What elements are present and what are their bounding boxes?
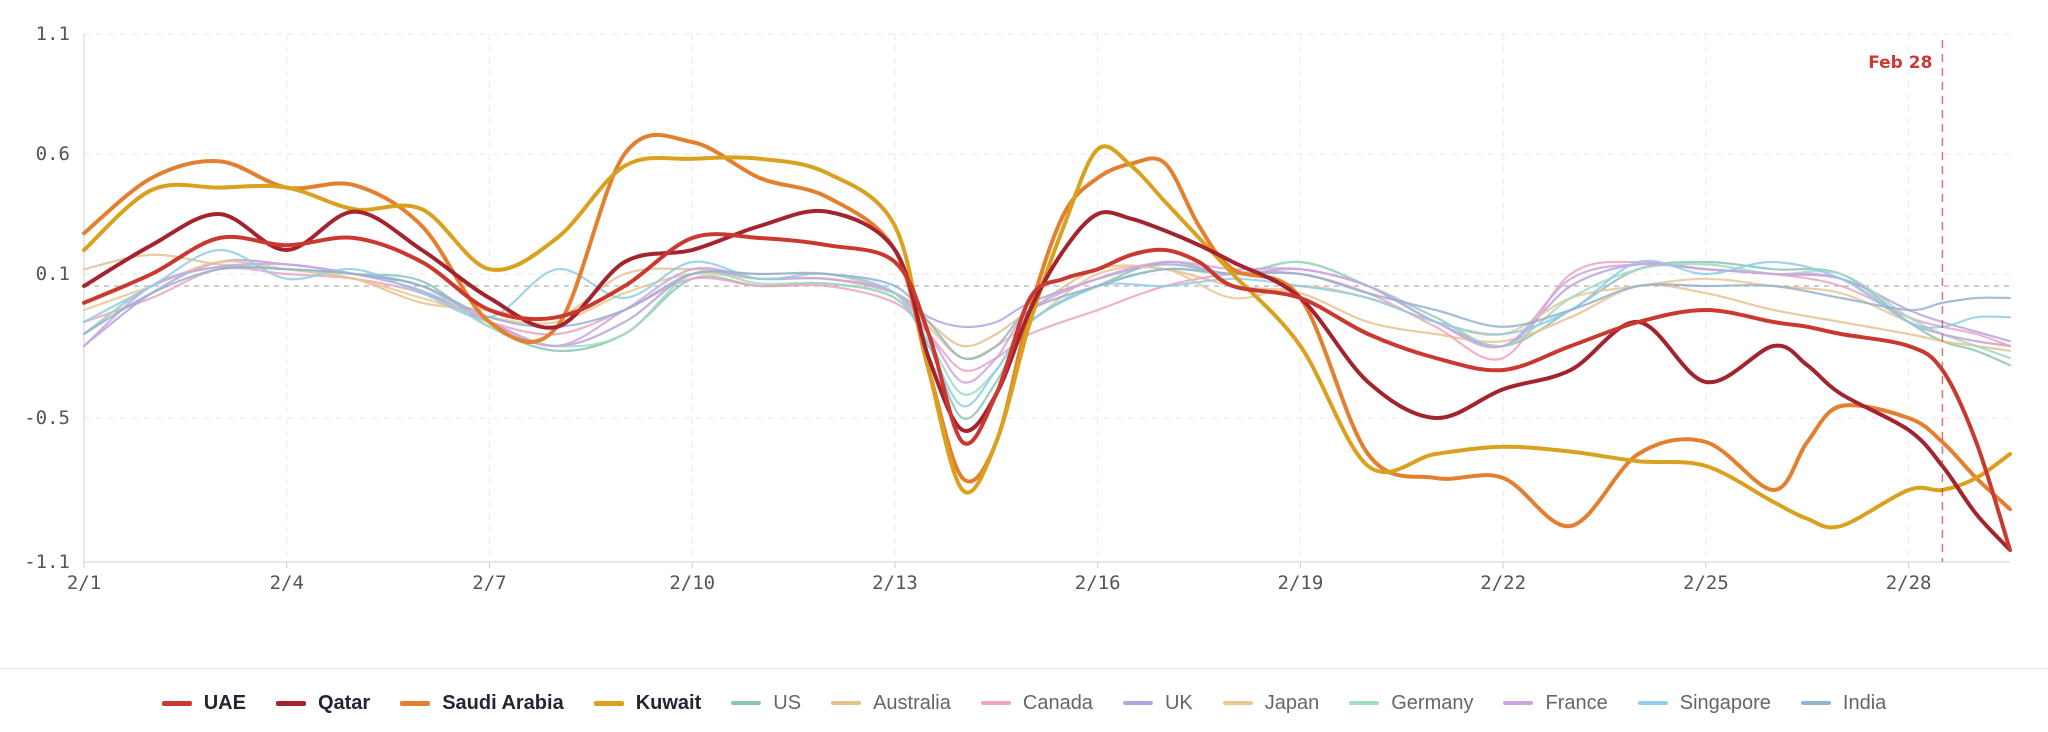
legend-label: UAE — [203, 691, 246, 714]
annotation-label: Feb 28 — [1868, 53, 1932, 73]
legend-item-australia[interactable]: Australia — [831, 692, 951, 715]
x-tick-label: 2/19 — [1278, 572, 1324, 594]
series-line-kuwait — [82, 144, 2012, 530]
legend-label: Japan — [1264, 691, 1320, 714]
x-tick-label: 2/13 — [872, 572, 918, 594]
legend-swatch — [831, 701, 862, 705]
x-tick-label: 2/7 — [472, 572, 506, 594]
legend-label: Australia — [873, 691, 951, 714]
legend-label: UK — [1164, 691, 1193, 714]
chart-legend: UAE Qatar Saudi Arabia Kuwait US Australia Can… — [0, 688, 2048, 718]
legend-divider — [0, 668, 2048, 669]
y-tick-label: 0.6 — [36, 143, 70, 165]
legend-item-uk[interactable]: UK — [1122, 691, 1193, 715]
legend-swatch — [593, 700, 624, 706]
y-tick-label: 1.1 — [36, 23, 70, 45]
y-tick-label: 0.1 — [36, 263, 70, 285]
y-tick-label: -0.5 — [24, 407, 70, 429]
legend-swatch — [1349, 701, 1380, 705]
legend-label: Canada — [1022, 691, 1093, 714]
axis-layer: 1.1 0.6 0.1 -0.5 -1.12/1 2/4 2/7 2/10 2/13 2/16 2/… — [24, 23, 2010, 594]
x-tick-label: 2/28 — [1886, 572, 1932, 594]
x-tick-label: 2/1 — [67, 572, 101, 594]
legend-label: Germany — [1391, 691, 1474, 714]
x-tick-label: 2/25 — [1683, 572, 1729, 594]
legend-label: US — [773, 691, 802, 714]
legend-item-japan[interactable]: Japan — [1222, 691, 1320, 715]
legend-item-france[interactable]: France — [1503, 691, 1608, 715]
legend-item-germany[interactable]: Germany — [1349, 692, 1473, 715]
annotation-layer: Feb 28 — [1868, 40, 1944, 562]
legend-swatch — [980, 701, 1011, 705]
x-tick-label: 2/16 — [1075, 572, 1121, 594]
legend-label: Saudi Arabia — [442, 691, 564, 714]
series-layer — [82, 132, 2012, 552]
legend-label: France — [1545, 691, 1608, 714]
series-line-saudi-arabia — [82, 132, 2012, 529]
legend-label: Kuwait — [635, 691, 702, 714]
legend-label: Qatar — [317, 691, 371, 714]
legend-item-kuwait[interactable]: Kuwait — [593, 691, 702, 715]
legend-swatch — [1800, 701, 1831, 705]
legend-label: Singapore — [1679, 691, 1771, 714]
legend-item-india[interactable]: India — [1800, 691, 1887, 715]
legend-swatch — [275, 700, 306, 706]
legend-swatch — [1637, 701, 1668, 705]
legend-item-singapore[interactable]: Singapore — [1637, 691, 1771, 715]
legend-item-canada[interactable]: Canada — [980, 691, 1093, 715]
legend-swatch — [1122, 701, 1153, 705]
x-tick-label: 2/22 — [1480, 572, 1526, 594]
legend-swatch — [1222, 701, 1253, 705]
series-line-qatar — [82, 208, 2012, 552]
legend-swatch — [400, 700, 431, 706]
series-line-uae — [82, 232, 2012, 552]
legend-item-qatar[interactable]: Qatar — [275, 691, 371, 715]
legend-swatch — [731, 701, 762, 705]
line-chart: 1.1 0.6 0.1 -0.5 -1.12/1 2/4 2/7 2/10 2/13 2/16 2/… — [24, 23, 2012, 594]
legend-item-saudi-arabia[interactable]: Saudi Arabia — [400, 692, 564, 715]
x-tick-label: 2/10 — [669, 572, 715, 594]
legend-swatch — [161, 700, 192, 706]
legend-item-us[interactable]: US — [731, 692, 801, 715]
legend-swatch — [1503, 701, 1534, 705]
x-tick-label: 2/4 — [270, 572, 304, 594]
legend-item-uae[interactable]: UAE — [161, 691, 246, 715]
y-tick-label: -1.1 — [24, 551, 70, 573]
legend-label: India — [1842, 691, 1887, 714]
